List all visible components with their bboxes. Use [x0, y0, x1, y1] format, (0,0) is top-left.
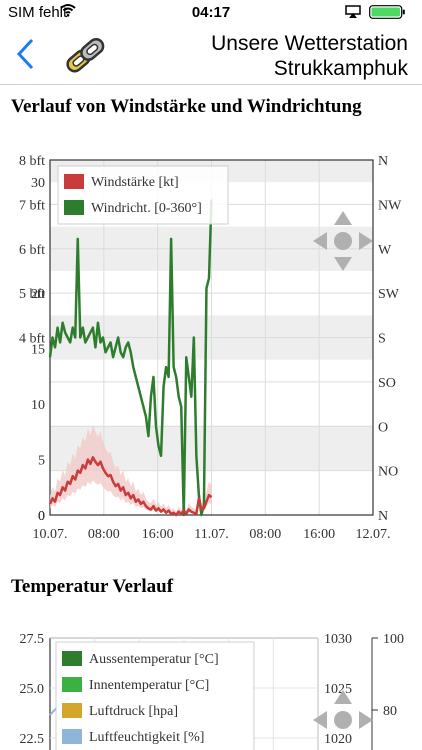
- y-tick-label-bft: 0: [38, 509, 45, 524]
- x-tick-label: 10.07.: [33, 527, 68, 542]
- y-tick-label-kt: 30: [31, 176, 45, 191]
- x-tick-label: 08:00: [88, 527, 120, 542]
- y-tick-label-temperature: 22.5: [20, 732, 45, 747]
- pan-center: [334, 711, 352, 729]
- y-tick-label-direction: S: [378, 332, 386, 347]
- page-title: Unsere Wetterstation Strukkamphuk: [211, 31, 408, 81]
- battery-icon: [369, 5, 405, 19]
- wind-chart-heading: Verlauf von Windstärke und Windrichtung: [11, 96, 362, 117]
- y-tick-label-temperature: 25.0: [20, 682, 45, 697]
- wifi-icon: [60, 4, 76, 17]
- series-line-wind-direction: [48, 199, 213, 517]
- y-tick-label-humidity: 100: [383, 632, 404, 647]
- y-tick-label-temperature: 27.5: [20, 632, 45, 647]
- y-tick-label-direction: W: [378, 243, 392, 258]
- x-tick-label: 16:00: [142, 527, 174, 542]
- y-tick-label-direction: N: [378, 509, 388, 524]
- legend-label-wind-direction: Windricht. [0-360°]: [91, 201, 202, 216]
- legend-label-outside-temperature: Aussentemperatur [°C]: [89, 652, 219, 667]
- pan-center: [334, 232, 352, 250]
- airplay-icon: [345, 5, 361, 18]
- y-tick-label-kt: 0: [38, 509, 45, 524]
- y-tick-label-kt: 15: [31, 343, 45, 358]
- legend-swatch-wind-direction: [64, 200, 84, 215]
- legend-label-humidity: Luftfeuchtigkeit [%]: [89, 730, 204, 745]
- y-tick-label-pressure: 1020: [324, 732, 352, 747]
- legend-swatch-wind-speed: [64, 174, 84, 189]
- series-line-wind-speed: [48, 456, 213, 517]
- status-time: 04:17: [191, 4, 231, 21]
- y-tick-label-bft: 8 bft: [19, 154, 45, 169]
- y-tick-label-kt: 5: [38, 454, 45, 469]
- pan-arrow-right: [359, 711, 373, 729]
- carrier-label: SIM fehlt: [8, 4, 68, 21]
- plot-frame: [49, 159, 374, 516]
- x-tick-label: 08:00: [249, 527, 281, 542]
- y-tick-label-direction: SO: [378, 376, 396, 391]
- y-tick-label-kt: 20: [31, 287, 45, 302]
- pan-control-icon[interactable]: [313, 690, 373, 729]
- x-tick-label: 12.07.: [356, 527, 391, 542]
- pan-arrow-up: [334, 690, 352, 704]
- chevron-left-icon[interactable]: [14, 36, 38, 72]
- y-tick-label-bft: 6 bft: [19, 243, 45, 258]
- y-tick-label-bft: 4 bft: [19, 332, 45, 347]
- y-tick-label-direction: N: [378, 154, 388, 169]
- legend-label-wind-speed: Windstärke [kt]: [91, 175, 179, 190]
- temperature-chart: 27.5 25.0 22.5 1030 1025 1020 100 80 Aussentempe…: [20, 632, 404, 750]
- y-tick-label-direction: NW: [378, 198, 402, 213]
- legend-swatch-humidity: [62, 729, 82, 744]
- x-tick-label: 11.07.: [194, 527, 228, 542]
- pan-arrow-down: [334, 257, 352, 271]
- temperature-chart-heading: Temperatur Verlauf: [11, 576, 174, 597]
- y-tick-label-humidity: 80: [383, 704, 397, 719]
- legend-swatch-outside-temperature: [62, 651, 82, 666]
- title-line-1: Unsere Wetterstation: [211, 32, 408, 55]
- legend-box: [57, 165, 229, 225]
- pan-arrow-up: [334, 211, 352, 225]
- y-tick-label-direction: NO: [378, 465, 398, 480]
- legend-label-inside-temperature: Innentemperatur [°C]: [89, 678, 209, 693]
- y-tick-label-direction: O: [378, 420, 388, 435]
- pan-arrow-left: [313, 711, 327, 729]
- y-tick-label-direction: SW: [378, 287, 400, 302]
- pan-control-icon[interactable]: [313, 211, 373, 271]
- y-tick-label-bft: 5 bft: [19, 287, 45, 302]
- wind-gust-band: [50, 425, 212, 515]
- status-bar: SIM fehlt 04:17: [0, 0, 422, 26]
- title-line-2: Strukkamphuk: [273, 57, 408, 80]
- chain-link-icon: [66, 37, 105, 73]
- y-tick-label-pressure: 1030: [324, 632, 352, 647]
- y-tick-label-bft: 7 bft: [19, 198, 45, 213]
- legend-label-pressure: Luftdruck [hpa]: [89, 704, 178, 719]
- x-tick-label: 16:00: [303, 527, 335, 542]
- pan-arrow-left: [313, 232, 327, 250]
- legend-swatch-pressure: [62, 703, 82, 718]
- y-tick-label-pressure: 1025: [324, 682, 352, 697]
- pan-arrow-right: [359, 232, 373, 250]
- y-tick-label-kt: 10: [31, 398, 45, 413]
- legend-box: [55, 641, 255, 750]
- legend-swatch-inside-temperature: [62, 677, 82, 692]
- nav-bar: Unsere Wetterstation Strukkamphuk: [0, 26, 422, 85]
